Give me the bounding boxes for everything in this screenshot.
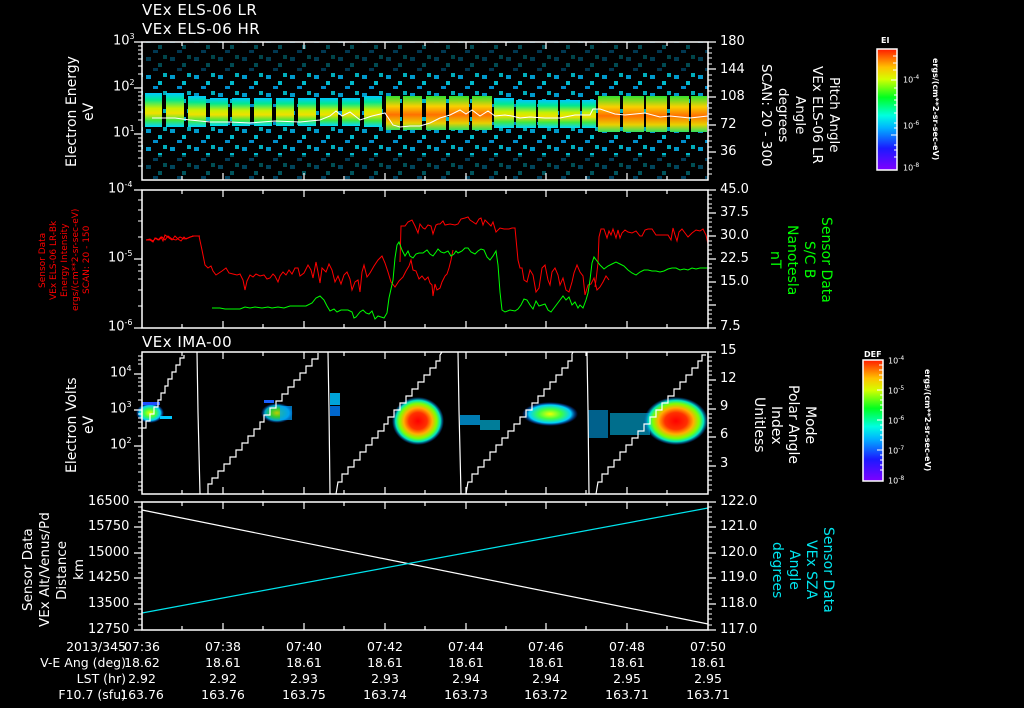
p1-ytick-r-180: 180 [720,34,745,49]
p3-ylabel-right: Mode Polar Angle Index Unitless [751,385,818,465]
colorbar-ei [876,48,898,171]
p4-ytick-14250: 14250 [88,570,130,585]
p1-ytick-r-36: 36 [720,144,737,159]
ei-colorbar-title: EI [881,36,890,45]
p4-ytick-15750: 15750 [88,519,130,534]
p4-ytick-r-119: 119.0 [720,570,758,585]
altitude-trace [141,509,709,625]
panel3-title: VEx IMA-00 [142,333,233,351]
p1-ytick-r-144: 144 [720,62,745,77]
minor-ticks [138,45,712,626]
p3-ylabel-left: Electron Volts eV [64,377,97,473]
panel4-line-plot [141,507,709,625]
p1-ytick-r-72: 72 [720,117,737,132]
p3-ytick-1e4: 104 [110,364,132,381]
p1-ylabel-left: Electron Energy eV [64,56,97,168]
p2-ylabel-left: Sensor Data VEx ELS-06 LR-Bk Energy Inte… [38,208,92,312]
p3-ytick-1e3: 103 [110,400,132,417]
panel1-title-hr: VEx ELS-06 HR [142,20,261,38]
p4-ytick-r-117: 117.0 [720,622,758,637]
p3-ytick-r-9: 9 [720,399,729,414]
p3-ytick-r-12: 12 [720,371,737,386]
p2-ytick-r-7: 7.5 [720,319,741,334]
p2-ytick-r-45: 45.0 [720,182,749,197]
panel1-els-spectrogram [142,42,709,180]
p2-ytick-r-37: 37.5 [720,205,749,220]
def-colorbar-units: ergs/(cm**2-sr-sec-eV) [923,368,932,472]
p4-ytick-13500: 13500 [88,596,130,611]
p1-ytick-100: 102 [113,78,135,95]
p2-ytick-r-30: 30.0 [720,228,749,243]
def-colorbar-tick-2: 10-5 [888,385,905,396]
panel1-title-lr: VEx ELS-06 LR [142,1,258,19]
p1-ylabel-right: Pitch Angle VEx ELS-06 LR Angle degrees … [758,63,842,167]
p3-ytick-r-6: 6 [720,427,729,442]
ei-colorbar-tick-3: 10-8 [903,162,920,173]
p4-ytick-r-118: 118.0 [720,596,758,611]
p1-ytick-1000: 103 [113,32,135,49]
p4-ytick-16500: 16500 [88,494,130,509]
p2-ytick-1e-6: 10-6 [108,318,133,335]
def-colorbar-tick-3: 10-6 [888,415,905,426]
def-colorbar-tick-1: 10-4 [888,355,905,366]
p4-ylabel-left: Sensor Data VEx Alt/Venus/Pd Distance km [20,512,87,628]
p2-ytick-1e-4: 10-4 [108,180,133,197]
p4-ytick-r-120: 120.0 [720,545,758,560]
magnetic-field-trace [212,240,708,320]
p3-ytick-1e2: 102 [110,436,132,453]
p1-ytick-10: 101 [113,124,135,141]
ei-colorbar-tick-1: 10-4 [903,74,920,85]
panel2-line-plot [145,216,709,320]
colorbar-def [862,359,884,482]
p1-ytick-r-108: 108 [720,89,745,104]
p4-ytick-r-121: 121.0 [720,519,758,534]
def-colorbar-tick-5: 10-8 [888,475,905,486]
p4-ytick-15000: 15000 [88,545,130,560]
p3-ytick-r-3: 3 [720,456,729,471]
p4-ylabel-right: Sensor Data VEx SZA Angle degrees [769,527,836,613]
p4-ytick-r-122: 122.0 [720,494,758,509]
p2-ytick-r-22: 22.5 [720,251,749,266]
p2-ytick-1e-5: 10-5 [108,249,133,266]
p2-ytick-r-15: 15.0 [720,274,749,289]
panel3-ima-spectrogram [136,351,708,495]
ei-colorbar-units: ergs/(cm**2-sr-sec-eV) [931,57,940,161]
p4-ytick-12750: 12750 [88,622,130,637]
p3-ytick-r-15: 15 [720,343,737,358]
def-colorbar-title: DEF [864,350,882,359]
def-colorbar-tick-4: 10-7 [888,445,905,456]
ei-colorbar-tick-2: 10-6 [903,120,920,131]
time-ticks [134,41,716,631]
p2-ylabel-right: Sensor Data S/C B Nanotesla nT [767,217,834,303]
sza-trace [141,507,709,614]
